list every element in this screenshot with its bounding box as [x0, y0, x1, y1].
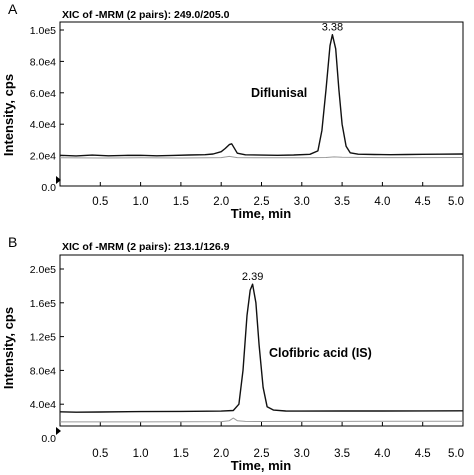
panel-a-x-tick-label: 3.5: [334, 196, 350, 208]
panel-a-series-analyte-trace: [59, 34, 464, 157]
panel-a-axis-marker: [56, 176, 61, 184]
panel-a-x-tick-label: 0.5: [92, 196, 108, 208]
panel-b-label: B: [8, 234, 17, 250]
panel-b-y-tick-label: 0.0: [41, 433, 56, 445]
panel-b-header: XIC of -MRM (2 pairs): 213.1/126.9: [62, 241, 230, 253]
panel-b-x-tick-label: 2.0: [213, 448, 229, 460]
panel-b-peak-label: 2.39: [242, 271, 263, 283]
panel-a-y-tick-label: 2.0e4: [30, 151, 56, 163]
panel-b-y-tick-label: 4.0e4: [30, 399, 56, 411]
panel-a-y-tick-label: 8.0e4: [30, 56, 56, 68]
panel-b-axis-marker: [56, 427, 61, 435]
panel-a-y-tick-label: 4.0e4: [30, 119, 56, 131]
panel-b-y-tick-label: 1.2e5: [30, 332, 56, 344]
panel-b-y-axis-title: Intensity, cps: [1, 307, 16, 389]
panel-b-y-tick-label: 8.0e4: [30, 365, 56, 377]
panel-a: A XIC of -MRM (2 pairs): 249.0/205.0 Int…: [1, 1, 464, 221]
panel-b-series: [59, 283, 464, 423]
panel-a-series-baseline-trace: [59, 155, 464, 159]
panel-b-x-tick-label: 4.0: [374, 448, 390, 460]
panel-a-x-tick-label: 4.5: [415, 196, 431, 208]
panel-a-x-tick-label: 3.0: [294, 196, 310, 208]
panel-a-x-tick-label: 5.0: [448, 196, 464, 208]
panel-b-x-tick-label: 1.5: [173, 448, 189, 460]
panel-b-xlabel: Time, min: [231, 458, 292, 473]
panel-a-y-ticks: 0.0 2.0e4 4.0e4 6.0e4 8.0e4 1.0e5: [30, 25, 64, 194]
panel-b-annotation: Clofibric acid (IS): [269, 346, 372, 360]
panel-a-x-tick-label: 2.0: [213, 196, 229, 208]
panel-b-series-baseline-trace: [60, 417, 464, 423]
panel-a-header: XIC of -MRM (2 pairs): 249.0/205.0: [62, 9, 230, 21]
panel-a-y-axis-title: Intensity, cps: [1, 74, 16, 156]
panel-a-peak-label: 3.38: [322, 22, 343, 34]
panel-b-y-tick-label: 1.6e5: [30, 298, 56, 310]
panel-a-label: A: [8, 1, 18, 17]
panel-a-x-tick-label: 2.5: [254, 196, 270, 208]
panel-b-x-tick-label: 5.0: [448, 448, 464, 460]
panel-b-x-tick-label: 0.5: [92, 448, 108, 460]
panel-a-plot-frame: [59, 21, 464, 187]
panel-a-x-ticks: 0.5 1.0 1.5 2.0 2.5 3.0 3.5 4.0 4.5 5.0: [92, 182, 464, 208]
panel-a-y-tick-label: 0.0: [41, 182, 56, 194]
panel-b-y-tick-label: 2.0e5: [30, 264, 56, 276]
panel-a-y-tick-label: 1.0e5: [30, 25, 56, 37]
panel-a-x-tick-label: 4.0: [374, 196, 390, 208]
panel-a-x-tick-label: 1.5: [173, 196, 189, 208]
panel-a-y-tick-label: 6.0e4: [30, 88, 56, 100]
panel-b-series-analyte-trace: [59, 283, 464, 413]
panel-b-x-tick-label: 2.5: [254, 448, 270, 460]
panel-a-annotation: Diflunisal: [251, 86, 307, 100]
panel-a-ylabel: Intensity, cps: [1, 74, 16, 156]
panel-b-x-tick-label: 3.0: [294, 448, 310, 460]
panel-b: B XIC of -MRM (2 pairs): 213.1/126.9 Int…: [1, 234, 464, 473]
panel-b-y-ticks: 0.0 4.0e4 8.0e4 1.2e5 1.6e5 2.0e5: [30, 264, 64, 445]
panel-b-x-tick-label: 3.5: [334, 448, 350, 460]
panel-a-xlabel: Time, min: [231, 206, 292, 221]
panel-a-series: [59, 34, 464, 159]
panel-b-ylabel: Intensity, cps: [1, 307, 16, 389]
panel-b-x-tick-label: 4.5: [415, 448, 431, 460]
panel-b-x-ticks: 0.5 1.0 1.5 2.0 2.5 3.0 3.5 4.0 4.5 5.0: [92, 422, 464, 460]
panel-a-x-tick-label: 1.0: [133, 196, 149, 208]
panel-b-x-tick-label: 1.0: [133, 448, 149, 460]
